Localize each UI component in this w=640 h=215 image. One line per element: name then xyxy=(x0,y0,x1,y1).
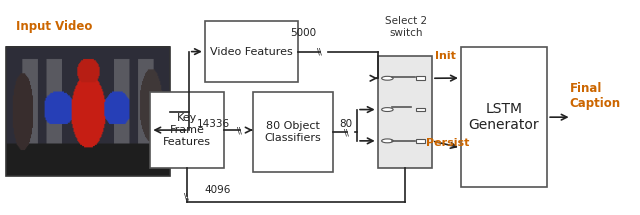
Text: 80 Object
Classifiers: 80 Object Classifiers xyxy=(264,121,321,143)
Text: Key
Frame
Features: Key Frame Features xyxy=(163,114,211,147)
Bar xyxy=(150,92,224,168)
Text: $\backslash\backslash$: $\backslash\backslash$ xyxy=(316,46,324,57)
Text: 4096: 4096 xyxy=(204,185,231,195)
Bar xyxy=(461,47,547,187)
Bar xyxy=(205,22,298,82)
Bar xyxy=(416,108,426,112)
Bar xyxy=(416,139,426,143)
Text: 80: 80 xyxy=(339,119,352,129)
Bar xyxy=(253,92,333,172)
Circle shape xyxy=(381,108,393,112)
Bar xyxy=(378,56,432,168)
Circle shape xyxy=(381,139,393,143)
Text: Persist: Persist xyxy=(426,138,469,148)
Text: $\backslash\backslash$: $\backslash\backslash$ xyxy=(343,127,351,138)
Text: Input Video: Input Video xyxy=(16,20,93,33)
Text: LSTM
Generator: LSTM Generator xyxy=(468,102,540,132)
Text: 14336: 14336 xyxy=(197,119,230,129)
Text: $\backslash\backslash$: $\backslash\backslash$ xyxy=(184,191,191,202)
Text: Final
Caption: Final Caption xyxy=(570,82,621,110)
Text: Init: Init xyxy=(435,51,456,61)
Circle shape xyxy=(381,76,393,80)
Bar xyxy=(6,47,170,176)
Bar xyxy=(416,76,426,80)
Text: Select 2
switch: Select 2 switch xyxy=(385,16,428,38)
Text: Video Features: Video Features xyxy=(210,47,292,57)
Text: $\backslash\backslash$: $\backslash\backslash$ xyxy=(236,124,244,136)
Text: 5000: 5000 xyxy=(291,28,317,38)
